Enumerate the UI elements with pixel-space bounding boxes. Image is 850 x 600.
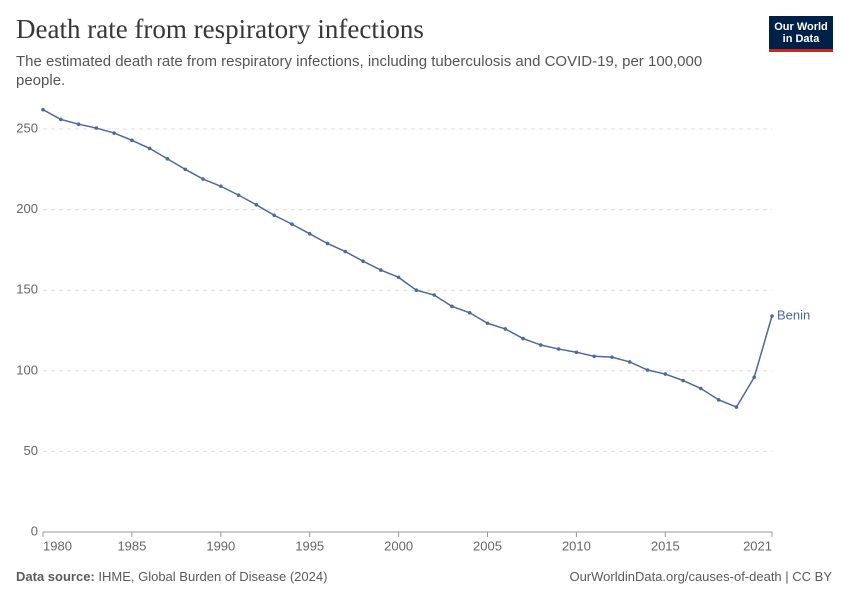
series-line: [42, 109, 773, 409]
data-point: [681, 378, 685, 383]
chart-subtitle: The estimated death rate from respirator…: [16, 53, 703, 89]
data-point: [539, 343, 543, 347]
x-tick-label: 2000: [384, 538, 413, 553]
data-point: [450, 304, 454, 309]
data-point: [414, 288, 419, 293]
chart-title: Death rate from respiratory infections: [16, 14, 424, 44]
logo-line: in Data: [782, 33, 820, 45]
data-point: [752, 375, 757, 380]
data-point: [112, 131, 116, 135]
logo[interactable]: Our World in Data: [769, 16, 833, 52]
data-point: [201, 177, 205, 181]
source: Data source: IHME, Global Burden of Dise…: [16, 569, 327, 584]
data-point: [76, 122, 81, 127]
data-point: [521, 336, 525, 341]
x-tick-label: 1985: [117, 538, 146, 553]
data-point: [290, 222, 294, 226]
data-point: [627, 360, 632, 364]
series-label: Benin: [777, 307, 810, 322]
data-point: [485, 321, 490, 326]
data-point: [699, 386, 703, 391]
data-point: [432, 293, 436, 297]
data-point: [663, 372, 668, 376]
y-tick-label: 0: [31, 523, 38, 538]
data-point: [183, 167, 188, 172]
data-point: [343, 249, 348, 254]
data-point: [41, 107, 45, 112]
x-tick-label: 1995: [295, 538, 324, 553]
y-tick-label: 100: [16, 362, 38, 377]
logo-line: Our World: [774, 21, 828, 33]
data-point: [396, 275, 401, 280]
data-point: [165, 157, 170, 161]
data-point: [592, 354, 596, 359]
x-tick-label: 1990: [206, 538, 235, 553]
x-tick-label: 2021: [743, 538, 772, 553]
y-tick-label: 150: [16, 282, 38, 297]
source-text: IHME, Global Burden of Disease (2024): [98, 569, 328, 584]
data-point: [361, 259, 365, 264]
data-point: [556, 347, 561, 351]
source-label: Data source:: [16, 569, 95, 584]
y-tick-label: 200: [16, 201, 38, 216]
data-point: [770, 314, 774, 318]
data-point: [574, 350, 579, 355]
y-tick-label: 50: [24, 443, 38, 458]
data-point: [716, 398, 721, 402]
data-point: [645, 368, 650, 372]
data-point: [147, 146, 152, 151]
data-point: [325, 241, 330, 246]
data-point: [94, 126, 99, 130]
x-tick-label: 2005: [473, 538, 502, 553]
data-point: [58, 117, 63, 122]
data-point: [734, 405, 739, 409]
data-point: [219, 184, 223, 189]
data-point: [503, 327, 508, 331]
data-point: [272, 213, 276, 218]
data-point: [130, 138, 134, 143]
data-point: [467, 310, 472, 315]
credit[interactable]: OurWorldinData.org/causes-of-death | CC …: [569, 569, 832, 584]
x-tick-label: 1980: [43, 538, 72, 553]
data-point: [236, 193, 241, 197]
y-tick-label: 250: [16, 120, 38, 135]
x-tick-label: 2010: [562, 538, 591, 553]
data-point: [307, 232, 312, 236]
data-point: [610, 355, 614, 359]
data-point: [254, 202, 259, 207]
x-tick-label: 2015: [651, 538, 680, 553]
data-point: [379, 268, 383, 272]
